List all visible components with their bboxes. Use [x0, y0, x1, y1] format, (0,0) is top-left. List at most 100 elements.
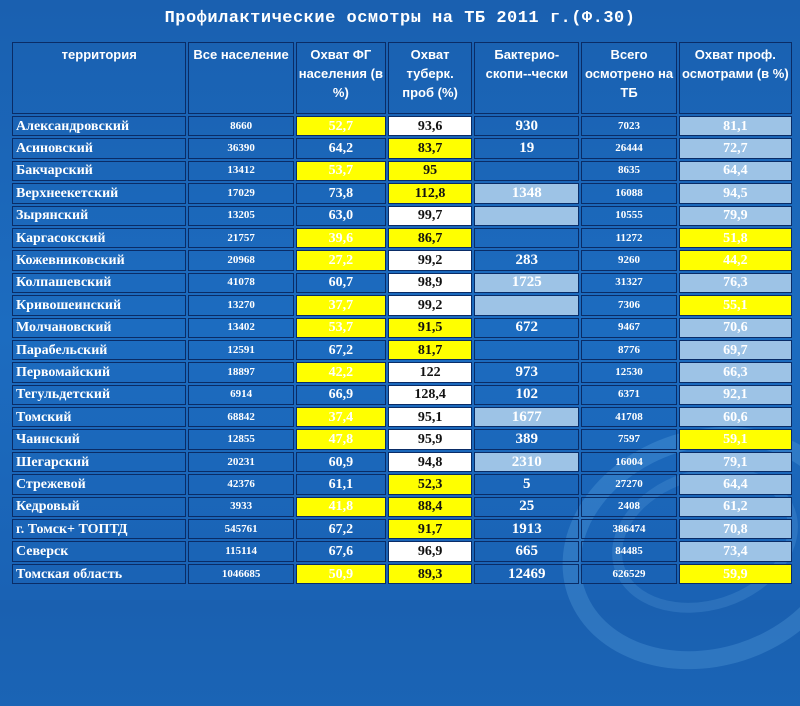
tuberculin-cell: 95,9	[387, 429, 473, 450]
fg-coverage-cell: 27,2	[295, 250, 386, 271]
prof-coverage-cell: 64,4	[678, 474, 792, 495]
territory-cell: Первомайский	[12, 362, 187, 383]
prof-coverage-cell: 76,3	[678, 272, 792, 294]
territory-cell: Кедровый	[12, 496, 187, 518]
population-cell: 545761	[188, 519, 294, 540]
territory-cell: Александровский	[12, 116, 187, 137]
fg-coverage-cell: 60,7	[295, 272, 386, 294]
total-examined-cell: 11272	[581, 227, 677, 249]
fg-coverage-cell: 73,8	[295, 183, 386, 204]
total-examined-cell: 7023	[581, 116, 677, 137]
population-cell: 1046685	[188, 563, 294, 585]
table-row: Томская область 1046685 50,9 89,3 12469 62652…	[12, 563, 792, 585]
prof-coverage-cell: 94,5	[678, 183, 792, 204]
prof-coverage-cell: 60,6	[678, 407, 792, 428]
population-cell: 17029	[188, 183, 294, 204]
fg-coverage-cell: 67,2	[295, 519, 386, 540]
screening-table: территория Все население Охват ФГ населе…	[10, 40, 794, 586]
prof-coverage-cell: 92,1	[678, 384, 792, 406]
fg-coverage-cell: 66,9	[295, 384, 386, 406]
population-cell: 20231	[188, 451, 294, 473]
prof-coverage-cell: 61,2	[678, 496, 792, 518]
total-examined-cell: 84485	[581, 541, 677, 562]
table-row: Стрежевой 42376 61,1 52,3 5 27270 64,4	[12, 474, 792, 495]
total-examined-cell: 7597	[581, 429, 677, 450]
total-examined-cell: 6371	[581, 384, 677, 406]
population-cell: 3933	[188, 496, 294, 518]
tuberculin-cell: 128,4	[387, 384, 473, 406]
total-examined-cell: 7306	[581, 295, 677, 316]
total-examined-cell: 16004	[581, 451, 677, 473]
table-row: Тегульдетский 6914 66,9 128,4 102 6371 92,1	[12, 384, 792, 406]
table-row: Томский 68842 37,4 95,1 1677 41708 60,6	[12, 407, 792, 428]
tuberculin-cell: 86,7	[387, 227, 473, 249]
territory-cell: Зырянский	[12, 205, 187, 226]
population-cell: 13205	[188, 205, 294, 226]
total-examined-cell: 8635	[581, 160, 677, 182]
fg-coverage-cell: 61,1	[295, 474, 386, 495]
prof-coverage-cell: 79,9	[678, 205, 792, 226]
bacterioscopy-cell: 672	[474, 317, 580, 338]
tuberculin-cell: 91,7	[387, 519, 473, 540]
territory-cell: Парабельский	[12, 339, 187, 361]
prof-coverage-cell: 72,7	[678, 138, 792, 159]
territory-cell: Кривошеинский	[12, 295, 187, 316]
header-tuberculin-coverage: Охват туберк. проб (%)	[387, 42, 473, 114]
bacterioscopy-cell: 665	[474, 541, 580, 562]
bacterioscopy-cell: 1725	[474, 272, 580, 294]
slide-title: Профилактические осмотры на ТБ 2011 г.(Ф…	[164, 9, 636, 28]
table-row: Северск 115114 67,6 96,9 665 84485 73,4	[12, 541, 792, 562]
table-row: Парабельский 12591 67,2 81,7 8776 69,7	[12, 339, 792, 361]
territory-cell: Томская область	[12, 563, 187, 585]
table-row: Зырянский 13205 63,0 99,7 10555 79,9	[12, 205, 792, 226]
prof-coverage-cell: 55,1	[678, 295, 792, 316]
table-row: Кривошеинский 13270 37,7 99,2 7306 55,1	[12, 295, 792, 316]
fg-coverage-cell: 52,7	[295, 116, 386, 137]
population-cell: 68842	[188, 407, 294, 428]
fg-coverage-cell: 37,4	[295, 407, 386, 428]
territory-cell: Тегульдетский	[12, 384, 187, 406]
total-examined-cell: 2408	[581, 496, 677, 518]
total-examined-cell: 41708	[581, 407, 677, 428]
table-row: Чаинский 12855 47,8 95,9 389 7597 59,1	[12, 429, 792, 450]
bacterioscopy-cell: 102	[474, 384, 580, 406]
tuberculin-cell: 93,6	[387, 116, 473, 137]
fg-coverage-cell: 50,9	[295, 563, 386, 585]
total-examined-cell: 9260	[581, 250, 677, 271]
header-prof-coverage: Охват проф. осмотрами (в %)	[678, 42, 792, 114]
total-examined-cell: 386474	[581, 519, 677, 540]
bacterioscopy-cell	[474, 339, 580, 361]
population-cell: 36390	[188, 138, 294, 159]
territory-cell: Молчановский	[12, 317, 187, 338]
table-row: г. Томск+ ТОПТД 545761 67,2 91,7 1913 386474 7…	[12, 519, 792, 540]
fg-coverage-cell: 63,0	[295, 205, 386, 226]
tuberculin-cell: 98,9	[387, 272, 473, 294]
population-cell: 115114	[188, 541, 294, 562]
total-examined-cell: 9467	[581, 317, 677, 338]
bacterioscopy-cell: 25	[474, 496, 580, 518]
header-row: территория Все население Охват ФГ населе…	[12, 42, 792, 114]
tuberculin-cell: 96,9	[387, 541, 473, 562]
bacterioscopy-cell	[474, 227, 580, 249]
table-row: Асиновский 36390 64,2 83,7 19 26444 72,7	[12, 138, 792, 159]
prof-coverage-cell: 51,8	[678, 227, 792, 249]
tuberculin-cell: 88,4	[387, 496, 473, 518]
prof-coverage-cell: 81,1	[678, 116, 792, 137]
population-cell: 18897	[188, 362, 294, 383]
bacterioscopy-cell: 1348	[474, 183, 580, 204]
total-examined-cell: 626529	[581, 563, 677, 585]
table-row: Колпашевский 41078 60,7 98,9 1725 31327 76,3	[12, 272, 792, 294]
tuberculin-cell: 91,5	[387, 317, 473, 338]
fg-coverage-cell: 53,7	[295, 317, 386, 338]
fg-coverage-cell: 37,7	[295, 295, 386, 316]
total-examined-cell: 27270	[581, 474, 677, 495]
population-cell: 42376	[188, 474, 294, 495]
total-examined-cell: 31327	[581, 272, 677, 294]
table-row: Кедровый 3933 41,8 88,4 25 2408 61,2	[12, 496, 792, 518]
prof-coverage-cell: 44,2	[678, 250, 792, 271]
territory-cell: Шегарский	[12, 451, 187, 473]
fg-coverage-cell: 41,8	[295, 496, 386, 518]
table-row: Шегарский 20231 60,9 94,8 2310 16004 79,1	[12, 451, 792, 473]
bacterioscopy-cell: 12469	[474, 563, 580, 585]
tuberculin-cell: 89,3	[387, 563, 473, 585]
